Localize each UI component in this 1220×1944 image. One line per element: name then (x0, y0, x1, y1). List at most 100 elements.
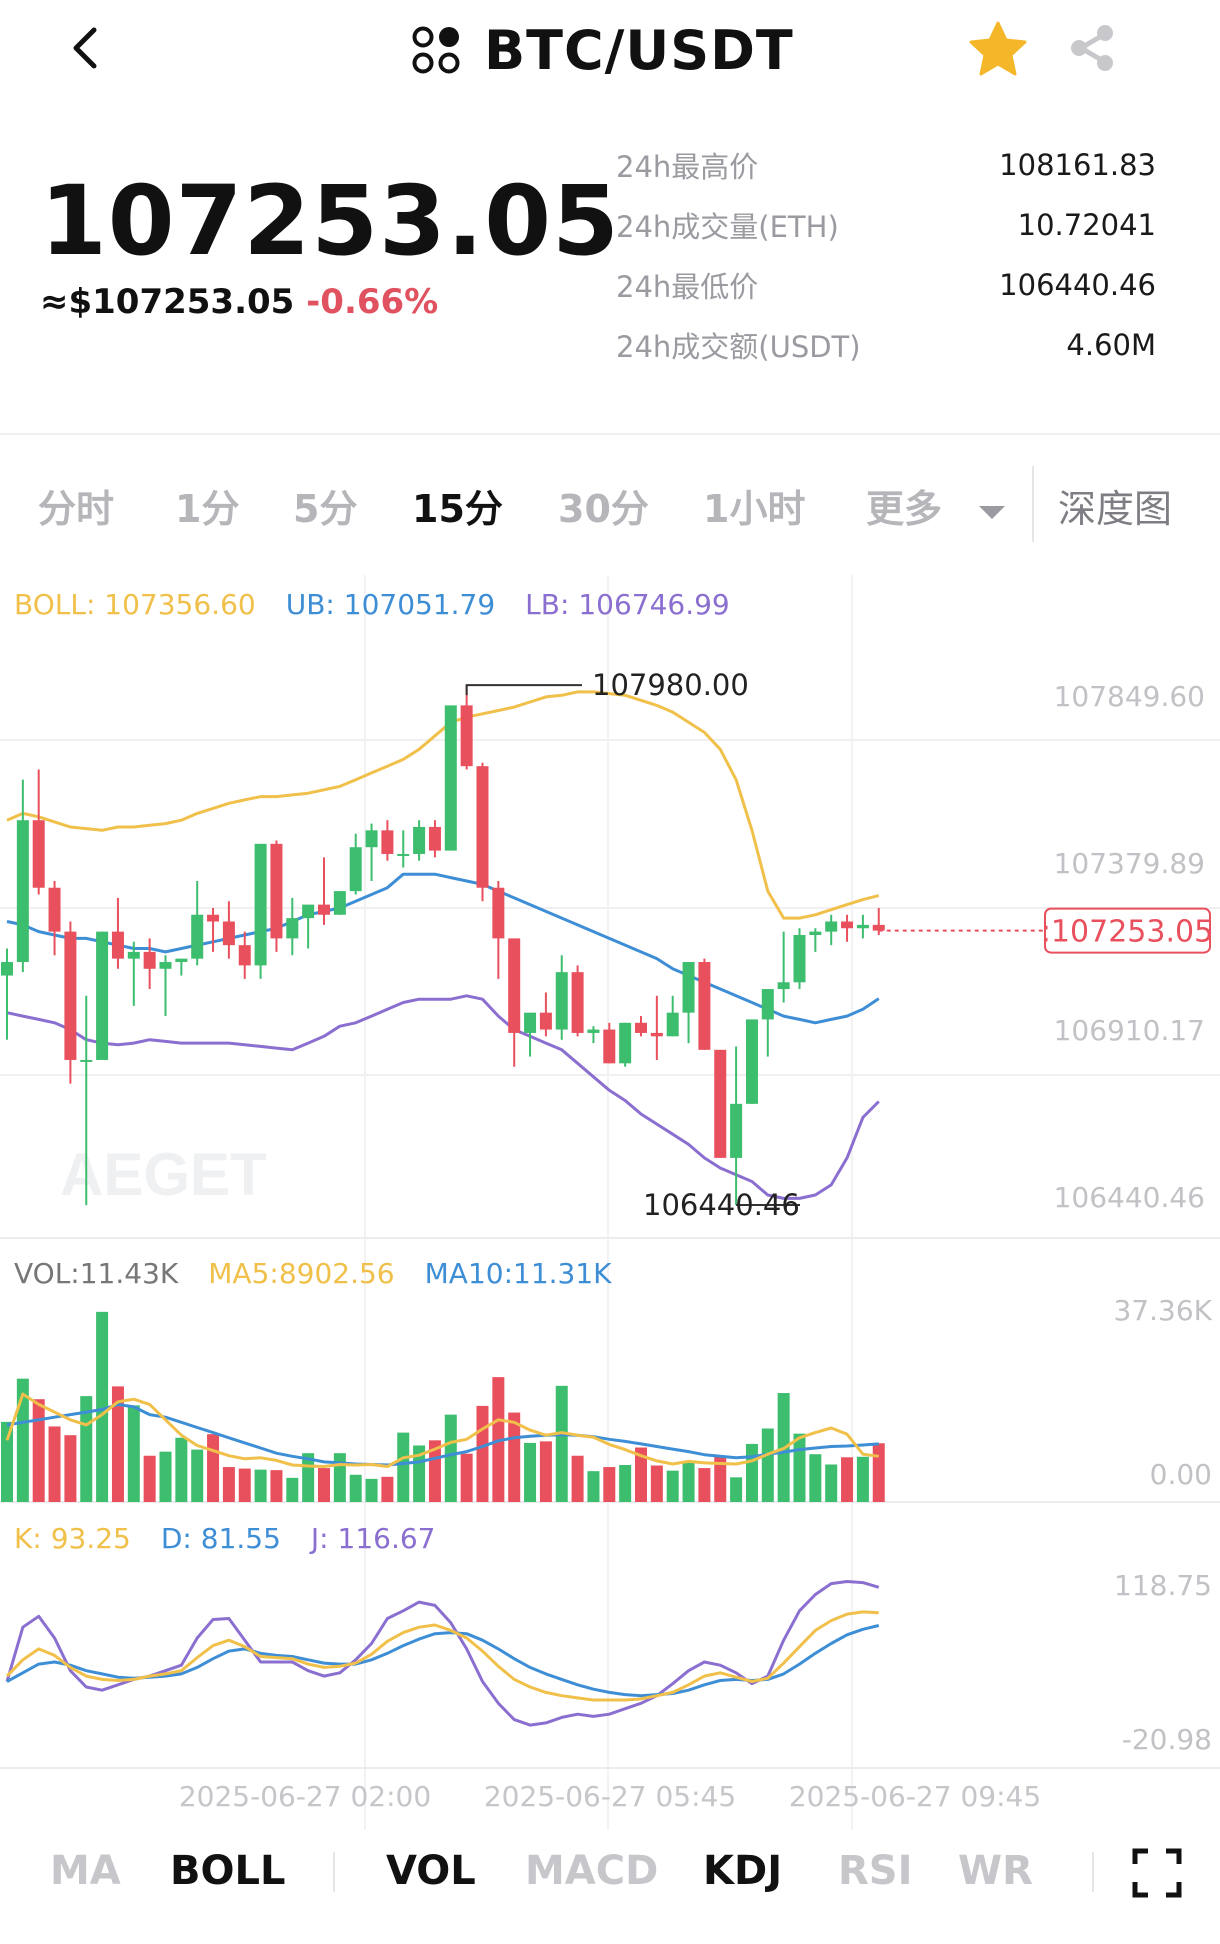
tab-1h[interactable]: 1小时 (703, 487, 806, 531)
candle-body (80, 1059, 93, 1062)
candle-body (492, 887, 505, 939)
indicator-tab-rsi[interactable]: RSI (838, 1848, 913, 1894)
x-tick-label: 2025-06-27 02:00 (179, 1780, 431, 1813)
volume-bar (666, 1470, 679, 1502)
boll-indicator-text: BOLL: 107356.60 UB: 107051.79 LB: 106746.9… (14, 588, 730, 621)
volume-bar (222, 1467, 235, 1502)
stat-row: 24h成交额(USDT) 4.60M (616, 315, 1156, 375)
candle-body (825, 921, 838, 932)
indicator-tab-kdj[interactable]: KDJ (703, 1848, 783, 1894)
volume-bar (856, 1456, 869, 1502)
tab-depth-chart[interactable]: 深度图 (1058, 487, 1173, 531)
volume-bar (127, 1405, 140, 1502)
volume-bar (1, 1421, 13, 1502)
tab-more-label: 更多 (866, 487, 943, 531)
volume-bar (841, 1457, 854, 1502)
stat-value: 106440.46 (999, 268, 1156, 302)
tab-30m[interactable]: 30分 (558, 487, 649, 531)
kdj-j-line (5, 1580, 880, 1727)
candle-body (555, 972, 568, 1030)
volume-bar (650, 1465, 663, 1502)
candle-body (254, 843, 267, 966)
boll-lb-line (6, 994, 880, 1200)
indicator-tab-ma[interactable]: MA (50, 1848, 121, 1894)
indicator-separator (333, 1852, 335, 1892)
indicator-tab-wr[interactable]: WR (958, 1848, 1033, 1894)
volume-bar (413, 1445, 426, 1502)
tab-1m[interactable]: 1分 (175, 487, 240, 531)
indicator-tab-boll[interactable]: BOLL (170, 1848, 286, 1894)
candle-body (222, 921, 235, 946)
high-marker-label: 107980.00 (592, 668, 749, 702)
candle-body (318, 904, 330, 915)
candle-body (587, 1029, 600, 1033)
price-subline: ≈$107253.05 -0.66% (40, 282, 438, 322)
candle-body (460, 705, 473, 767)
candle-body (428, 826, 441, 851)
vol-ma10-line (6, 1402, 879, 1467)
share-icon (1071, 25, 1113, 71)
volume-bar (238, 1468, 251, 1502)
indicator-tab-macd[interactable]: MACD (525, 1848, 659, 1894)
stat-row: 24h最低价 106440.46 (616, 255, 1156, 315)
candle-body (143, 951, 156, 969)
volume-bar (111, 1386, 124, 1502)
divider (0, 433, 1220, 435)
vol-y-tick: 37.36K (1113, 1294, 1212, 1327)
y-tick-label: 106910.17 (1054, 1014, 1205, 1047)
stat-row: 24h最高价 108161.83 (616, 135, 1156, 195)
back-button[interactable] (60, 18, 120, 78)
candle-body (872, 924, 885, 931)
volume-bar (428, 1440, 441, 1502)
candle-body (127, 951, 140, 959)
tab-time-share[interactable]: 分时 (38, 487, 115, 531)
volume-bar (16, 1378, 29, 1502)
tab-15m[interactable]: 15分 (412, 487, 503, 531)
volume-bar (175, 1437, 188, 1502)
interval-tabs: 分时 1分 5分 15分 30分 1小时 更多 深度图 (0, 468, 1220, 538)
x-tick-label: 2025-06-27 09:45 (789, 1780, 1041, 1813)
volume-bar (603, 1467, 616, 1502)
tab-5m[interactable]: 5分 (293, 487, 358, 531)
stat-value: 108161.83 (999, 148, 1156, 182)
candle-body (238, 945, 251, 966)
share-button[interactable] (1065, 20, 1121, 76)
volume-bar (508, 1412, 521, 1502)
stat-label: 24h成交额(USDT) (616, 330, 861, 364)
candle-body (682, 962, 695, 1013)
volume-bar (318, 1468, 330, 1502)
volume-bar (286, 1477, 299, 1502)
stat-value: 10.72041 (1017, 208, 1156, 242)
volume-bar (159, 1451, 172, 1502)
candle-body (270, 843, 283, 939)
volume-bar (397, 1432, 410, 1502)
volume-bar (714, 1455, 727, 1502)
indicator-tab-vol[interactable]: VOL (386, 1848, 476, 1894)
stat-value: 4.60M (1066, 328, 1156, 362)
volume-bar (96, 1311, 109, 1502)
volume-bar (207, 1434, 220, 1502)
candle-body (745, 1019, 758, 1104)
fullscreen-button[interactable] (1132, 1848, 1182, 1898)
y-tick-label: 107379.89 (1054, 847, 1205, 880)
candle-body (286, 918, 299, 939)
last-price: 107253.05 (40, 165, 620, 277)
candle-body (698, 962, 711, 1050)
candle-body (476, 766, 489, 888)
pair-selector[interactable]: BTC/USDT (410, 14, 794, 86)
vol-y-tick: 0.00 (1150, 1458, 1212, 1491)
kdj-y-tick: -20.98 (1122, 1723, 1212, 1756)
favorite-button[interactable] (968, 20, 1028, 78)
volume-bar (793, 1433, 806, 1502)
boll-mid-line (6, 690, 880, 920)
volume-bar (730, 1477, 743, 1502)
candle-body (32, 820, 45, 888)
volume-bar (825, 1464, 838, 1502)
tab-more[interactable]: 更多 (866, 478, 1007, 533)
candle-body (302, 904, 315, 919)
candle-body (96, 931, 109, 1060)
kline-chart[interactable]: AEGET 107849.60 107379.89 106910.17 106440.4… (0, 575, 1220, 1830)
candle-body (365, 830, 378, 848)
volume-bar (698, 1468, 711, 1502)
candle-body (635, 1022, 647, 1033)
